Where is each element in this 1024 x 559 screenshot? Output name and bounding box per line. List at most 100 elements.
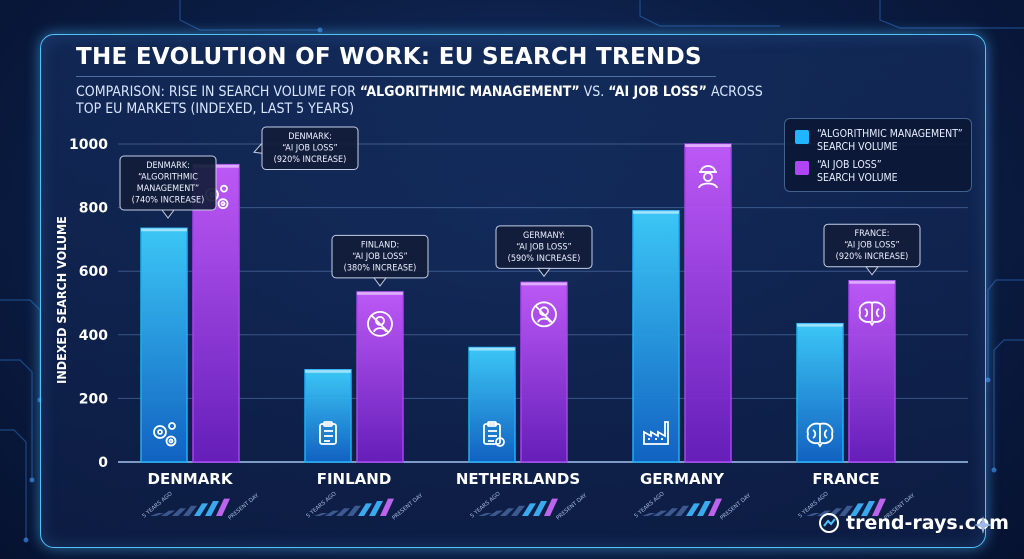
annotation-line: “AI JOB LOSS” (282, 144, 337, 154)
mini-trend-bar (664, 508, 678, 516)
worker-icon (698, 165, 718, 189)
mini-trend-bar (325, 510, 339, 516)
mini-trend-bar (369, 501, 383, 516)
x-tick-label: FINLAND (317, 470, 392, 488)
mini-trend-bar (314, 513, 328, 516)
mini-trend-bar (478, 513, 492, 516)
x-tick-label: FRANCE (812, 470, 879, 488)
legend-label-line: SEARCH VOLUME (817, 172, 898, 184)
annotation-line: (920% INCREASE) (274, 155, 347, 165)
legend-label: “AI JOB LOSS” SEARCH VOLUME (817, 159, 898, 185)
annotation-line: “AI JOB LOSS” (516, 242, 571, 252)
mini-trend-bar (511, 505, 525, 516)
annotation-pointer (252, 141, 263, 154)
mini-trend-bar (336, 508, 350, 516)
annotation-pointer (373, 277, 387, 287)
y-tick-label: 600 (79, 264, 108, 280)
trend-rays-logo-icon (819, 513, 839, 533)
bar-top-highlight (357, 291, 403, 295)
mini-trend-bar (697, 501, 711, 516)
mini-trend-bar (216, 498, 230, 516)
bar (192, 163, 240, 463)
mini-trend-end-label: PRESENT DAY (227, 492, 260, 521)
y-tick-label: 200 (79, 391, 108, 407)
y-tick-label: 400 (79, 328, 108, 344)
mini-trend-bar (489, 510, 503, 516)
annotation-line: (740% INCREASE) (132, 196, 205, 206)
chart-subtitle: COMPARISON: RISE IN SEARCH VOLUME FOR “A… (76, 84, 776, 118)
chart-title: THE EVOLUTION OF WORK: EU SEARCH TRENDS (76, 44, 702, 70)
bar-top-highlight (469, 347, 515, 351)
mini-trend-bar (380, 498, 394, 516)
legend-item: “ALGORITHMIC MANAGEMENT” SEARCH VOLUME (795, 128, 963, 154)
subtitle-part: “ALGORITHMIC MANAGEMENT” (359, 84, 580, 100)
annotation-line: “AI JOB LOSS” (844, 241, 899, 251)
mini-trend-bar (544, 498, 558, 516)
gears-icon (153, 422, 177, 447)
annotation-line: MANAGEMENT” (137, 184, 199, 194)
legend-label-line: “ALGORITHMIC MANAGEMENT” (817, 128, 963, 140)
mini-trend-bar (675, 505, 689, 516)
mini-trend-bar (183, 505, 197, 516)
bar (520, 281, 568, 463)
subtitle-part: COMPARISON: RISE IN SEARCH VOLUME FOR (76, 84, 360, 100)
brain-icon (858, 301, 886, 327)
mini-trend-end-label: PRESENT DAY (719, 492, 752, 521)
mini-trend-bar (150, 513, 164, 516)
bar-top-highlight (685, 144, 731, 147)
sparkle-icon (974, 516, 992, 534)
annotation-line: “AI JOB LOSS” (352, 252, 407, 262)
x-tick-label: DENMARK (148, 470, 234, 488)
subtitle-part: ACROSS TOP EU MARKETS (INDEXED, LAST 5 Y… (76, 84, 763, 117)
mini-trend-bar (686, 503, 700, 516)
x-tick-label: NETHERLANDS (456, 470, 580, 488)
annotation-line: (380% INCREASE) (344, 263, 417, 273)
brain-icon (806, 422, 834, 448)
legend-label-line: SEARCH VOLUME (817, 141, 898, 153)
annotation-line: FRANCE: (854, 229, 889, 239)
bar (356, 291, 404, 463)
bar-top-highlight (521, 282, 567, 286)
bar (632, 210, 680, 463)
mini-trend-bar (850, 503, 864, 516)
bar (140, 227, 188, 463)
annotation-line: “ALGORITHMIC (138, 173, 198, 183)
legend: “ALGORITHMIC MANAGEMENT” SEARCH VOLUME “… (784, 118, 972, 192)
annotation-callout: DENMARK: “AI JOB LOSS”(920% INCREASE) (252, 126, 359, 170)
mini-trend-bar (861, 501, 875, 516)
annotation-line: FINLAND: (361, 240, 399, 250)
legend-swatch (795, 130, 809, 144)
bar-top-highlight (305, 369, 351, 373)
mini-trend-bar (500, 508, 514, 516)
bar-top-highlight (797, 323, 843, 327)
x-tick-label: GERMANY (640, 470, 725, 488)
watermark-text: trend-rays.com (846, 512, 1009, 534)
bar-top-highlight (849, 280, 895, 284)
annotation-line: DENMARK: (146, 161, 190, 171)
mini-trend-bar (872, 498, 886, 516)
no-worker-icon (367, 310, 393, 337)
annotation-pointer (161, 209, 175, 219)
legend-label-line: “AI JOB LOSS” (817, 159, 882, 171)
mini-trend-bar (806, 513, 820, 516)
watermark: trend-rays.com (818, 512, 1009, 534)
annotation-callout: GERMANY:“AI JOB LOSS” (590% INCREASE) (495, 225, 593, 278)
clipboard-chart-icon (483, 421, 505, 447)
mini-trend-bar (708, 498, 722, 516)
annotation-pointer (865, 266, 879, 276)
mini-trend-end-label: PRESENT DAY (555, 492, 588, 521)
annotation-callout: FINLAND: “AI JOB LOSS”(380% INCREASE) (331, 234, 429, 287)
mini-trend-bar (205, 501, 219, 516)
subtitle-part: “AI JOB LOSS” (608, 84, 707, 100)
mini-trend-bar (817, 510, 831, 516)
no-worker-icon (531, 301, 557, 328)
y-tick-label: 1000 (69, 137, 108, 153)
annotation-line: DENMARK: (288, 132, 332, 142)
annotation-line: GERMANY: (523, 231, 565, 241)
annotation-pointer (537, 267, 551, 278)
subtitle-part: vs. (579, 84, 609, 100)
mini-trend-bar (194, 503, 208, 516)
